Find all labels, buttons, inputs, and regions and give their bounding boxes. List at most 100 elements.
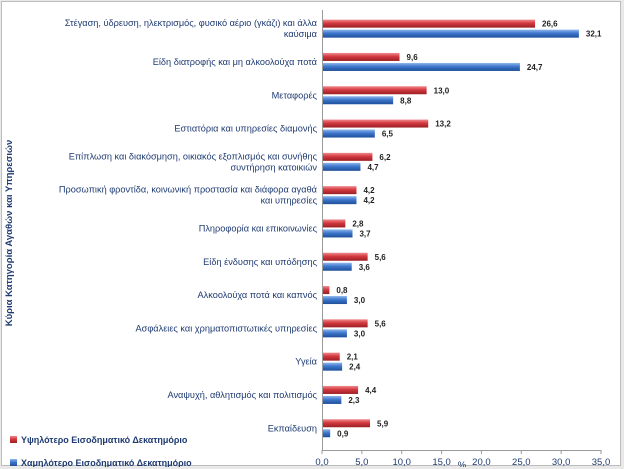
category-label: Αναψυχή, αθλητισμός και πολιτισμός bbox=[168, 390, 318, 400]
bar-high bbox=[323, 186, 357, 195]
category-label: Αλκοολούχα ποτά και καπνός bbox=[198, 290, 318, 300]
x-tick-label: 10,0 bbox=[392, 457, 411, 467]
x-tick-label: 5,0 bbox=[355, 457, 368, 467]
bar-high bbox=[323, 86, 427, 95]
category-label: Πληροφορία και επικοινωνίες bbox=[199, 223, 318, 233]
legend-label-high: Υψηλότερο Εισοδηματικό Δεκατημόριο bbox=[21, 435, 188, 445]
category-label: Είδη διατροφής και μη αλκοολούχα ποτά bbox=[153, 57, 318, 67]
data-label-low: 3,7 bbox=[359, 229, 371, 238]
category-label-line: Στέγαση, ύδρευση, ηλεκτρισμός, φυσικό αέ… bbox=[65, 18, 318, 28]
bar-low bbox=[323, 395, 342, 404]
data-label-low: 3,0 bbox=[354, 329, 366, 338]
data-label-low: 32,1 bbox=[586, 30, 602, 39]
data-label-high: 4,4 bbox=[365, 386, 377, 395]
category-label-line: Είδη διατροφής και μη αλκοολούχα ποτά bbox=[153, 57, 318, 67]
x-tick-label: 30,0 bbox=[552, 457, 571, 467]
bar-high bbox=[323, 419, 371, 428]
bar-low bbox=[323, 62, 520, 71]
bar-low bbox=[323, 162, 361, 171]
bar-high bbox=[323, 52, 400, 61]
bar-low bbox=[323, 96, 394, 105]
category-label-line: Αναψυχή, αθλητισμός και πολιτισμός bbox=[168, 390, 318, 400]
bar-low bbox=[323, 129, 375, 138]
data-label-high: 2,8 bbox=[352, 219, 364, 228]
category-label-line: Μεταφορές bbox=[272, 90, 318, 100]
bar-high bbox=[323, 19, 536, 28]
bars-group: Στέγαση, ύδρευση, ηλεκτρισμός, φυσικό αέ… bbox=[59, 18, 602, 438]
data-label-low: 24,7 bbox=[527, 63, 543, 72]
y-axis-title: Κύρια Κατηγορία Αγαθών και Υπηρεσιών bbox=[4, 140, 15, 327]
x-tick-label: 20,0 bbox=[472, 457, 491, 467]
data-label-high: 2,1 bbox=[347, 353, 359, 362]
data-label-low: 2,4 bbox=[349, 363, 361, 372]
bar-high bbox=[323, 219, 346, 228]
x-tick-label: 35,0 bbox=[592, 457, 611, 467]
data-label-low: 0,9 bbox=[337, 429, 349, 438]
data-label-high: 5,9 bbox=[377, 419, 389, 428]
bar-low bbox=[323, 29, 579, 38]
bar-low bbox=[323, 229, 353, 238]
bar-high bbox=[323, 385, 359, 394]
x-tick-label: 15,0 bbox=[432, 457, 451, 467]
data-label-high: 26,6 bbox=[542, 20, 558, 29]
category-label-line: συντήρηση κατοικιών bbox=[230, 162, 317, 172]
category-label: Προσωπική φροντίδα, κοινωνική προστασία … bbox=[59, 185, 318, 206]
data-label-low: 2,3 bbox=[348, 396, 360, 405]
data-label-low: 6,5 bbox=[382, 130, 394, 139]
bar-low bbox=[323, 362, 343, 371]
category-label: Υγεία bbox=[295, 357, 317, 367]
category-label-line: και υπηρεσίες bbox=[261, 196, 318, 206]
category-label: Στέγαση, ύδρευση, ηλεκτρισμός, φυσικό αέ… bbox=[65, 18, 318, 39]
category-label: Μεταφορές bbox=[272, 90, 318, 100]
category-label-line: Ασφάλειες και χρηματοπιστωτικές υπηρεσίε… bbox=[136, 323, 318, 333]
data-label-high: 13,0 bbox=[434, 86, 450, 95]
bar-low bbox=[323, 329, 347, 338]
x-tick-label: 25,0 bbox=[512, 457, 531, 467]
category-label: Είδη ένδυσης και υπόδησης bbox=[203, 257, 317, 267]
data-label-low: 4,2 bbox=[363, 196, 375, 205]
data-label-low: 3,0 bbox=[354, 296, 366, 305]
legend-swatch-low bbox=[10, 459, 17, 466]
bar-low bbox=[323, 429, 331, 438]
category-label: Επίπλωση και διακόσμηση, οικιακός εξοπλι… bbox=[69, 151, 318, 172]
bar-high bbox=[323, 319, 368, 328]
data-label-high: 5,6 bbox=[375, 319, 387, 328]
x-axis-ticks: 0,0 5,0 10,0 15,0 20,0 25,0 30,0 35,0 bbox=[315, 450, 610, 467]
category-label-line: Προσωπική φροντίδα, κοινωνική προστασία … bbox=[59, 185, 318, 195]
data-label-high: 4,2 bbox=[363, 186, 375, 195]
bar-low bbox=[323, 196, 357, 205]
legend: Υψηλότερο Εισοδηματικό Δεκατημόριο Χαμηλ… bbox=[10, 435, 192, 467]
data-label-low: 8,8 bbox=[400, 96, 412, 105]
category-label-line: Πληροφορία και επικοινωνίες bbox=[199, 223, 318, 233]
category-label-line: Επίπλωση και διακόσμηση, οικιακός εξοπλι… bbox=[69, 151, 318, 161]
category-label-line: καύσιμα bbox=[284, 29, 318, 39]
x-tick-label: 0,0 bbox=[315, 457, 328, 467]
category-label: Εκπαίδευση bbox=[268, 423, 317, 433]
bar-low bbox=[323, 262, 352, 271]
category-label-line: Αλκοολούχα ποτά και καπνός bbox=[198, 290, 318, 300]
category-label-line: Εκπαίδευση bbox=[268, 423, 317, 433]
category-label-line: Υγεία bbox=[295, 357, 317, 367]
category-label: Ασφάλειες και χρηματοπιστωτικές υπηρεσίε… bbox=[136, 323, 318, 333]
legend-swatch-high bbox=[10, 436, 17, 443]
data-label-high: 0,8 bbox=[336, 286, 348, 295]
bar-high bbox=[323, 252, 368, 261]
category-label: Εστιατόρια και υπηρεσίες διαμονής bbox=[174, 124, 317, 134]
category-label-line: Εστιατόρια και υπηρεσίες διαμονής bbox=[174, 124, 317, 134]
category-label-line: Είδη ένδυσης και υπόδησης bbox=[203, 257, 317, 267]
data-label-high: 9,6 bbox=[407, 53, 419, 62]
legend-label-low: Χαμηλότερο Εισοδηματικό Δεκατημόριο bbox=[21, 458, 192, 467]
data-label-high: 13,2 bbox=[435, 120, 451, 129]
data-label-high: 6,2 bbox=[379, 153, 391, 162]
data-label-high: 5,6 bbox=[375, 253, 387, 262]
bar-low bbox=[323, 296, 347, 305]
x-axis-unit: % bbox=[458, 460, 467, 467]
data-label-low: 4,7 bbox=[367, 163, 379, 172]
data-label-low: 3,6 bbox=[359, 263, 371, 272]
bar-high bbox=[323, 352, 340, 361]
bar-high bbox=[323, 119, 429, 128]
bar-high bbox=[323, 286, 330, 295]
bar-high bbox=[323, 152, 373, 161]
